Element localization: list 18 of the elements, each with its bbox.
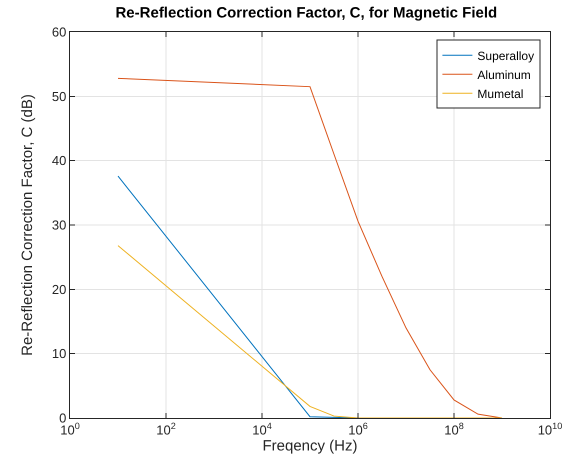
chart-title: Re-Reflection Correction Factor, C, for Magnetic Field bbox=[115, 4, 498, 22]
x-axis-title: Freqency (Hz) bbox=[262, 438, 358, 455]
y-tick-label: 0 bbox=[59, 410, 66, 426]
y-tick-label: 10 bbox=[52, 346, 66, 362]
y-tick-label: 30 bbox=[52, 218, 66, 233]
y-tick-label: 50 bbox=[52, 88, 66, 104]
y-tick-label: 60 bbox=[52, 24, 66, 40]
x-tick-label: 10$^{8}$ bbox=[444, 421, 464, 438]
y-tick-label: 20 bbox=[52, 282, 66, 297]
legend-label: Mumetal bbox=[477, 86, 524, 101]
x-tick-label: 10$^{10}$ bbox=[538, 421, 562, 438]
legend-label: Superalloy bbox=[477, 48, 534, 63]
x-tick-label: 10$^{6}$ bbox=[348, 421, 368, 438]
legend-label: Aluminum bbox=[477, 68, 531, 82]
y-axis-title: Re-Reflection Correction Factor, C (dB) bbox=[19, 94, 36, 356]
y-tick-label: 40 bbox=[52, 153, 66, 168]
x-tick-label: 10$^{2}$ bbox=[156, 421, 176, 438]
x-tick-label: 10$^{4}$ bbox=[252, 421, 272, 438]
